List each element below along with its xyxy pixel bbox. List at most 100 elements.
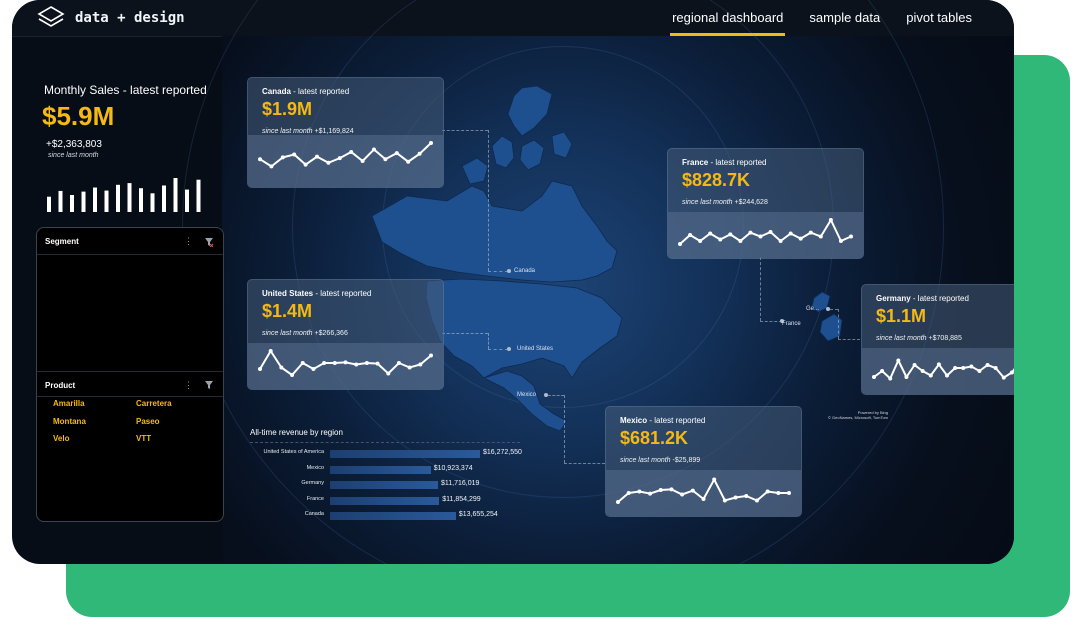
revenue-bar xyxy=(330,481,438,489)
us-marker[interactable] xyxy=(507,347,511,351)
sparkline-panel xyxy=(248,343,443,389)
sparkline-point xyxy=(728,232,733,237)
bar-row[interactable]: United States of America $16,272,550 xyxy=(250,448,550,460)
segment-item-enterprise[interactable]: Enterprise xyxy=(53,278,93,287)
sparkline-point xyxy=(354,362,359,367)
united-states-shape xyxy=(425,278,623,379)
nav-pivot-tables[interactable]: pivot tables xyxy=(906,10,972,25)
filter-panel: Segment ⋮ Channel Partners Enterprise Go… xyxy=(36,227,224,522)
sparkline-point xyxy=(718,237,723,242)
segment-item-midmarket[interactable]: Midmarket xyxy=(53,313,94,322)
sparkline-point xyxy=(945,373,949,378)
more-icon[interactable]: ⋮ xyxy=(184,380,193,390)
leader-line xyxy=(564,395,565,463)
sparkline-point xyxy=(394,151,399,156)
product-item-paseo[interactable]: Paseo xyxy=(136,417,160,426)
product-item-vtt[interactable]: VTT xyxy=(136,434,152,443)
card-title: Mexico - latest reported xyxy=(620,416,706,425)
sparkline-point xyxy=(364,361,369,365)
mexico-marker[interactable] xyxy=(544,393,548,397)
leader-line xyxy=(442,333,488,334)
product-item-amarilla[interactable]: Amarilla xyxy=(53,399,85,408)
segment-item-small-business[interactable]: Small Business xyxy=(53,331,113,340)
sparkline-point xyxy=(326,160,331,165)
sparkline-point xyxy=(985,363,990,367)
bar-row[interactable]: Germany $11,716,019 xyxy=(250,479,550,491)
bar-row[interactable]: Mexico $10,923,374 xyxy=(250,464,550,476)
sparkline-point xyxy=(690,488,695,493)
sparkline-point xyxy=(386,371,391,376)
monthly-bar xyxy=(104,190,109,212)
sparkline-point xyxy=(258,157,262,162)
monthly-sales-value: $5.9M xyxy=(42,101,115,131)
product-item-montana[interactable]: Montana xyxy=(53,417,86,426)
sparkline-point xyxy=(765,489,770,494)
product-item-velo[interactable]: Velo xyxy=(53,434,70,443)
mexico-card[interactable]: Mexico - latest reported $681.2K since l… xyxy=(605,406,802,517)
sparkline-point xyxy=(429,141,433,145)
sparkline-point xyxy=(733,495,738,500)
canada-marker[interactable] xyxy=(507,269,511,273)
canada-shape xyxy=(371,180,618,283)
sparkline-point xyxy=(1009,370,1014,375)
sparkline-point xyxy=(658,488,663,492)
sparkline-point xyxy=(993,366,998,370)
mexico-shape xyxy=(482,370,568,432)
sparkline-point xyxy=(961,366,966,370)
bar-row[interactable]: France $11,854,299 xyxy=(250,495,550,507)
monthly-bar xyxy=(185,189,189,212)
canada-card[interactable]: Canada - latest reported $1.9M since las… xyxy=(247,77,444,188)
france-marker[interactable] xyxy=(780,319,784,323)
sparkline-point xyxy=(269,164,274,169)
sparkline-point xyxy=(637,489,642,494)
card-since: since last month +$244,628 xyxy=(682,199,768,206)
sparkline-point xyxy=(418,362,423,367)
sparkline-point xyxy=(678,242,682,246)
sparkline-point xyxy=(748,230,753,235)
bar-value-label: $11,716,019 xyxy=(440,480,480,487)
monthly-bar xyxy=(150,193,155,212)
mexico-sparkline xyxy=(616,477,791,504)
monthly-sales-title: Monthly Sales - latest reported xyxy=(44,83,207,97)
leader-line xyxy=(488,271,508,272)
sparkline-point xyxy=(776,491,781,495)
filter-icon[interactable] xyxy=(204,237,214,247)
germany-sparkline xyxy=(872,358,1014,381)
sparkline-point xyxy=(360,159,365,163)
monthly-bar xyxy=(47,196,51,212)
product-item-carretera[interactable]: Carretera xyxy=(136,399,172,408)
sparkline-point xyxy=(818,234,823,239)
france-sparkline xyxy=(678,217,853,246)
sparkline-point xyxy=(669,487,674,492)
sparkline-path xyxy=(873,358,1014,381)
sparkline-point xyxy=(977,369,982,373)
sparkline-point xyxy=(936,362,941,367)
bar-row[interactable]: Canada $13,655,254 xyxy=(250,510,550,522)
leader-line xyxy=(488,349,508,350)
card-since: since last month +$708,885 xyxy=(876,335,962,342)
segment-item-channel-partners[interactable]: Channel Partners xyxy=(53,260,120,269)
more-icon[interactable]: ⋮ xyxy=(184,236,193,246)
sparkline-point xyxy=(838,239,843,243)
sparkline-point xyxy=(258,367,262,371)
monthly-bar xyxy=(58,190,63,212)
sparkline-point xyxy=(896,358,901,363)
sparkline-point xyxy=(406,159,411,164)
leader-line xyxy=(838,339,860,340)
monthly-bar xyxy=(173,178,178,212)
france-card[interactable]: France - latest reported $828.7K since l… xyxy=(667,148,864,259)
germany-marker[interactable] xyxy=(826,307,830,311)
sparkline-panel xyxy=(862,348,1014,394)
segment-item-government[interactable]: Government xyxy=(53,295,101,304)
sparkline-point xyxy=(343,360,348,365)
bar-value-label: $16,272,550 xyxy=(483,449,522,456)
sparkline-point xyxy=(849,234,853,239)
germany-card[interactable]: Germany - latest reported $1.1M since la… xyxy=(861,284,1014,395)
sparkline-point xyxy=(754,498,759,503)
revenue-bar xyxy=(330,496,440,505)
north-america-map xyxy=(371,85,843,432)
sparkline-point xyxy=(888,376,893,381)
bar-category-label: Germany xyxy=(301,480,324,486)
filter-icon[interactable] xyxy=(204,380,214,390)
united-states-card[interactable]: United States - latest reported $1.4M si… xyxy=(247,279,444,390)
